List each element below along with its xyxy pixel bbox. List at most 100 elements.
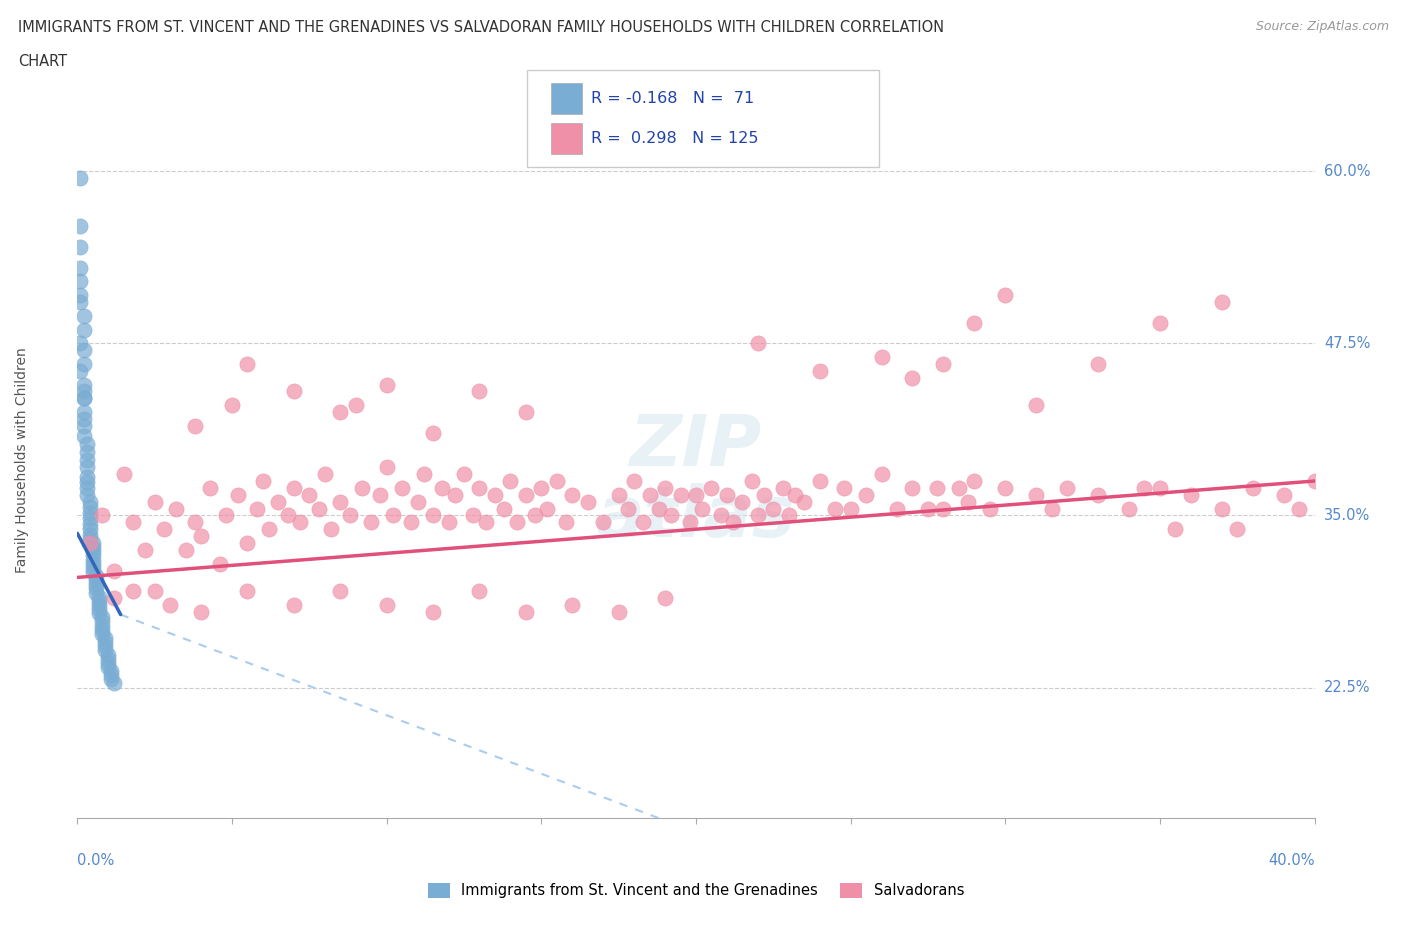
Text: Family Households with Children: Family Households with Children — [14, 348, 28, 573]
Point — [72, 384, 94, 399]
Point — [1164, 522, 1187, 537]
Point — [963, 315, 986, 330]
Point — [69, 287, 91, 302]
Point — [1056, 481, 1078, 496]
Point — [91, 614, 114, 629]
Point — [360, 515, 382, 530]
Text: R =  0.298   N = 125: R = 0.298 N = 125 — [591, 131, 758, 146]
Point — [576, 494, 599, 509]
Point — [76, 475, 98, 490]
Point — [72, 428, 94, 443]
Point — [963, 473, 986, 488]
Point — [82, 556, 104, 571]
Point — [401, 515, 423, 530]
Point — [69, 260, 91, 275]
Point — [468, 384, 491, 399]
Text: 22.5%: 22.5% — [1324, 680, 1371, 695]
Point — [103, 676, 125, 691]
Point — [82, 539, 104, 554]
Point — [344, 398, 367, 413]
Point — [901, 370, 924, 385]
Point — [339, 508, 361, 523]
Point — [91, 618, 114, 633]
Point — [215, 508, 238, 523]
Point — [159, 597, 181, 612]
Point — [561, 487, 583, 502]
Point — [72, 391, 94, 405]
Point — [308, 501, 330, 516]
Point — [72, 391, 94, 405]
Point — [165, 501, 187, 516]
Point — [617, 501, 640, 516]
Point — [174, 542, 197, 557]
Point — [79, 499, 101, 514]
Text: atlas: atlas — [596, 484, 796, 552]
Point — [82, 552, 104, 567]
Point — [277, 508, 299, 523]
Point — [79, 494, 101, 509]
Point — [122, 515, 145, 530]
Text: IMMIGRANTS FROM ST. VINCENT AND THE GRENADINES VS SALVADORAN FAMILY HOUSEHOLDS W: IMMIGRANTS FROM ST. VINCENT AND THE GREN… — [18, 20, 945, 35]
Point — [76, 459, 98, 474]
Point — [1226, 522, 1249, 537]
Point — [97, 651, 120, 666]
Point — [153, 522, 176, 537]
Point — [246, 501, 269, 516]
Point — [76, 481, 98, 496]
Point — [72, 405, 94, 419]
Point — [870, 467, 893, 482]
Point — [375, 378, 398, 392]
Point — [100, 664, 122, 679]
Point — [76, 487, 98, 502]
Point — [76, 453, 98, 468]
Point — [226, 487, 249, 502]
Point — [221, 398, 243, 413]
Point — [91, 610, 114, 625]
Point — [143, 584, 166, 599]
Point — [1288, 501, 1310, 516]
Point — [257, 522, 280, 537]
Point — [375, 459, 398, 474]
Point — [1149, 481, 1171, 496]
Point — [1025, 398, 1047, 413]
Point — [122, 584, 145, 599]
Point — [406, 494, 429, 509]
Point — [932, 501, 955, 516]
Point — [1149, 315, 1171, 330]
Point — [283, 481, 305, 496]
Point — [134, 542, 156, 557]
Point — [112, 467, 135, 482]
Point — [979, 501, 1001, 516]
Point — [314, 467, 336, 482]
Point — [72, 343, 94, 358]
Point — [72, 378, 94, 392]
Point — [72, 309, 94, 324]
Point — [443, 487, 465, 502]
Point — [190, 604, 212, 619]
Point — [536, 501, 558, 516]
Point — [79, 516, 101, 531]
Point — [494, 501, 516, 516]
Point — [236, 584, 259, 599]
Point — [901, 481, 924, 496]
Point — [957, 494, 980, 509]
Point — [505, 515, 527, 530]
Point — [623, 473, 645, 488]
Point — [778, 508, 800, 523]
Point — [422, 425, 444, 440]
Point — [927, 481, 949, 496]
Point — [97, 659, 120, 674]
Point — [288, 515, 311, 530]
Point — [422, 604, 444, 619]
Point — [659, 508, 682, 523]
Point — [69, 219, 91, 233]
Point — [654, 481, 676, 496]
Point — [1211, 295, 1233, 310]
Point — [72, 418, 94, 433]
Point — [76, 436, 98, 451]
Text: CHART: CHART — [18, 54, 67, 69]
Point — [524, 508, 547, 523]
Point — [793, 494, 815, 509]
Point — [87, 597, 110, 612]
Point — [319, 522, 342, 537]
